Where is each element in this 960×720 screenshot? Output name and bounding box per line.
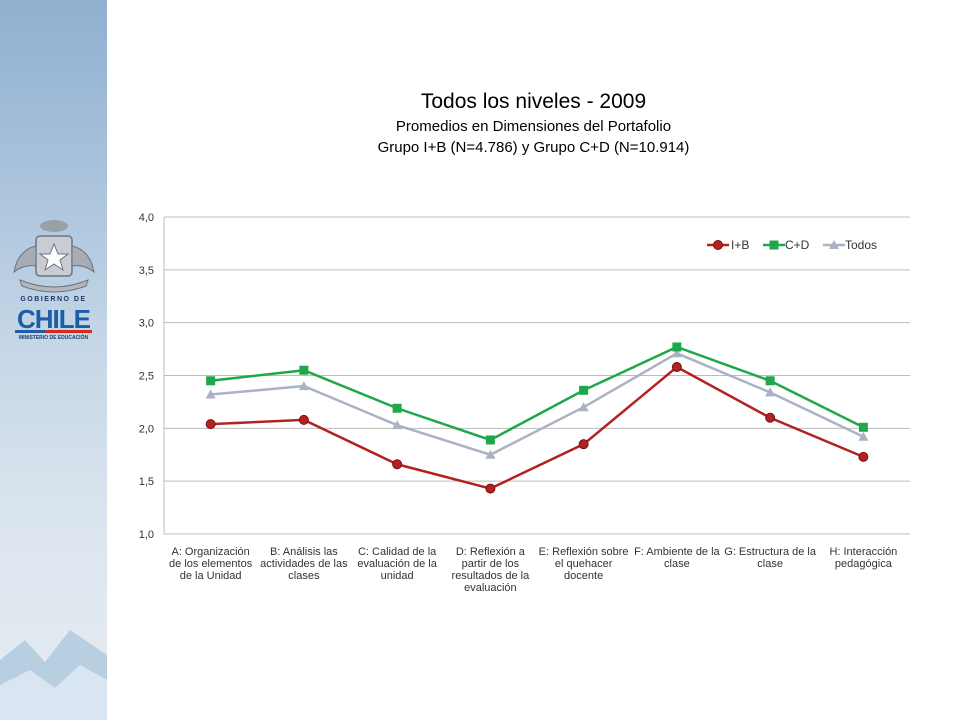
logo-text-ministerio: MINISTERIO DE EDUCACIÓN — [18, 335, 89, 341]
data-point — [765, 376, 775, 386]
legend-label: I+B — [731, 238, 749, 252]
data-point — [858, 422, 868, 432]
chart-subtitle-2: Grupo I+B (N=4.786) y Grupo C+D (N=10.91… — [377, 139, 690, 156]
data-point — [298, 381, 309, 391]
data-point — [392, 459, 403, 470]
data-point — [206, 376, 216, 386]
data-point — [485, 449, 496, 459]
y-tick-label: 3,0 — [139, 318, 154, 330]
data-point — [671, 348, 682, 358]
data-point — [578, 402, 589, 412]
data-point — [485, 483, 496, 494]
data-point — [392, 403, 402, 413]
chart-subtitle-1: Promedios en Dimensiones del Portafolio — [395, 118, 672, 135]
x-tick-label: A: Organización de los elementos de la U… — [169, 546, 253, 582]
mountain-graphic — [0, 630, 107, 720]
data-point — [205, 389, 216, 399]
data-point — [298, 414, 309, 425]
x-tick-label: F: Ambiente de la clase — [634, 546, 720, 570]
legend-marker — [829, 240, 839, 249]
data-point — [858, 451, 869, 462]
legend-marker — [713, 240, 723, 250]
data-point — [672, 342, 682, 352]
x-tick-label: D: Reflexión a partir de los resultados … — [451, 546, 530, 594]
data-point — [858, 431, 869, 441]
series-C+D — [206, 342, 868, 445]
x-tick-label: G: Estructura de la clase — [724, 546, 816, 570]
x-tick-label: H: Interacción pedagógica — [829, 546, 898, 570]
data-point — [205, 419, 216, 430]
y-tick-label: 2,0 — [139, 423, 154, 435]
legend-marker — [769, 240, 779, 250]
data-point — [671, 362, 682, 373]
legend-item-Todos: Todos — [823, 238, 877, 252]
data-point — [765, 387, 776, 397]
logo-text-chile: CHILE — [17, 304, 91, 334]
legend-item-C+D: C+D — [763, 238, 810, 252]
chart-title: Todos los niveles - 2009 — [420, 90, 647, 113]
coat-of-arms-icon — [13, 220, 95, 293]
data-point — [485, 435, 495, 445]
y-tick-label: 1,0 — [139, 529, 154, 541]
y-tick-label: 4,0 — [139, 212, 154, 224]
data-point — [392, 420, 403, 430]
sidebar-banner: GOBIERNO DE CHILE MINISTERIO DE EDUCACIÓ… — [0, 0, 107, 720]
series-line — [210, 351, 864, 457]
data-point — [579, 385, 589, 395]
y-tick-label: 1,5 — [139, 476, 154, 488]
series-Todos — [205, 348, 869, 459]
y-tick-label: 3,5 — [139, 265, 154, 277]
series-line — [210, 345, 864, 442]
legend-label: C+D — [785, 238, 810, 252]
logo-stripe — [15, 330, 92, 333]
logo-text-gobierno: GOBIERNO DE — [20, 296, 87, 303]
legend-item-I+B: I+B — [707, 238, 749, 252]
y-tick-label: 2,5 — [139, 371, 154, 383]
legend-label: Todos — [845, 238, 877, 252]
data-point — [578, 439, 589, 450]
series-I+B — [205, 362, 869, 494]
data-point — [299, 365, 309, 375]
series-line — [210, 365, 864, 490]
x-tick-label: C: Calidad de la evaluación de la unidad — [357, 546, 437, 582]
data-point — [765, 412, 776, 423]
x-tick-label: B: Análisis las actividades de las clase… — [260, 546, 348, 582]
x-tick-label: E: Reflexión sobre el quehacer docente — [538, 546, 629, 582]
